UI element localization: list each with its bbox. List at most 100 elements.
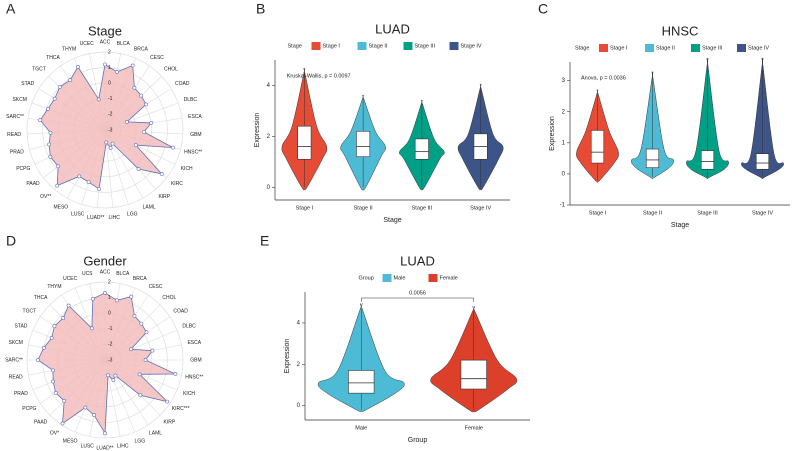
category-label: READ <box>7 132 21 138</box>
radar-point <box>90 296 95 301</box>
category-label: HNSC** <box>184 149 202 155</box>
category-label: ACC <box>100 39 111 45</box>
radar-point <box>61 316 65 320</box>
ring-label: -2 <box>108 342 113 348</box>
category-label: KIRC*** <box>172 406 190 412</box>
legend-label: Stage II <box>656 45 675 51</box>
y-tick-label: 0 <box>562 171 566 177</box>
radar-point <box>83 405 88 410</box>
x-tick-label: Stage I <box>589 210 607 216</box>
ring-label: 0 <box>108 81 111 87</box>
radar-point <box>132 85 137 90</box>
radar-point <box>129 347 133 352</box>
category-label: CHOL <box>162 295 176 301</box>
legend-swatch <box>737 44 746 52</box>
radar-point <box>36 358 40 362</box>
x-tick-label: Stage IV <box>470 205 491 211</box>
radar-point <box>138 393 143 398</box>
radar-point <box>139 93 144 98</box>
box <box>414 138 429 160</box>
radar-point <box>108 145 113 150</box>
box <box>460 359 487 390</box>
x-axis-label: Stage <box>671 222 689 229</box>
panel-label: B <box>256 1 265 17</box>
box <box>348 370 375 394</box>
legend-swatch <box>382 274 392 282</box>
radar-point <box>149 121 154 125</box>
legend-swatch <box>357 42 367 50</box>
box <box>590 130 605 164</box>
bracket <box>361 297 474 302</box>
x-axis-label: Stage <box>383 217 401 224</box>
radar-point <box>114 298 119 303</box>
y-tick-label: 2 <box>267 134 271 140</box>
x-tick-label: Stage III <box>412 205 433 211</box>
y-axis-label: Expression <box>254 113 261 148</box>
radar-point <box>48 130 53 135</box>
category-label: STAD <box>14 324 27 330</box>
y-axis-label: Expression <box>284 339 291 374</box>
radar-point <box>143 358 148 362</box>
box <box>645 148 660 168</box>
category-label: BRCA <box>133 276 148 282</box>
box <box>356 130 371 158</box>
legend-label: Stage III <box>702 45 723 51</box>
category-label: LIHC <box>117 444 129 450</box>
x-tick-label: Female <box>465 425 483 431</box>
radar-point <box>92 413 96 417</box>
category-label: COAD <box>173 308 188 314</box>
radar-point <box>52 324 57 329</box>
radar-point <box>57 85 62 89</box>
box <box>700 150 715 170</box>
category-label: LIHC <box>109 215 121 221</box>
category-label: TGCT <box>32 67 46 73</box>
radar-point <box>51 368 55 373</box>
category-label: LAML <box>143 204 156 210</box>
annotation: Kruskal-Wallis, p = 0.0097 <box>287 73 351 79</box>
ring-label: 0 <box>108 311 111 317</box>
category-label: LUAD** <box>96 445 113 451</box>
y-tick-label: -1 <box>560 203 566 209</box>
category-label: LAML <box>149 430 162 436</box>
radar-point <box>142 130 146 134</box>
legend-label: Female <box>440 275 458 281</box>
y-tick-label: 4 <box>297 321 301 327</box>
radar-point <box>171 145 175 150</box>
category-label: PCPG <box>16 166 30 172</box>
x-tick-label: Stage II <box>354 205 373 211</box>
radar-point <box>139 321 144 326</box>
x-tick-label: Stage III <box>697 210 718 216</box>
category-label: UCEC <box>63 276 78 282</box>
radar-area <box>37 292 176 435</box>
radar-point <box>97 187 101 191</box>
category-label: DLBC <box>184 97 198 103</box>
box <box>297 125 312 160</box>
radar-point <box>89 326 94 331</box>
legend-swatch <box>599 44 608 52</box>
y-tick-label: 0 <box>267 185 271 191</box>
radar-point <box>137 372 142 377</box>
legend-label: Stage I <box>323 43 341 49</box>
chart-title: LUAD <box>375 21 410 36</box>
x-tick-label: Stage II <box>643 210 662 216</box>
radar-point <box>51 379 56 384</box>
ring-label: 2 <box>108 279 111 285</box>
category-label: UCS <box>82 271 93 277</box>
radar-point <box>96 97 101 102</box>
y-tick-label: 3 <box>562 78 566 84</box>
ring-label: 1 <box>108 295 111 301</box>
category-label: KIRP <box>158 194 170 200</box>
chart-title: LUAD <box>400 253 435 268</box>
radar-point <box>41 345 46 350</box>
ring-label: -1 <box>108 326 113 332</box>
radar-point <box>62 398 67 403</box>
category-label: KICH <box>181 166 193 172</box>
category-label: KIRC <box>171 181 183 187</box>
category-label: LGG <box>127 211 138 217</box>
radar-point <box>60 421 65 426</box>
category-label: THYM <box>62 46 76 52</box>
category-label: MESO <box>63 439 78 445</box>
legend-swatch <box>403 42 413 50</box>
legend-label: Stage IV <box>461 43 482 49</box>
category-label: LUAD** <box>87 215 104 221</box>
